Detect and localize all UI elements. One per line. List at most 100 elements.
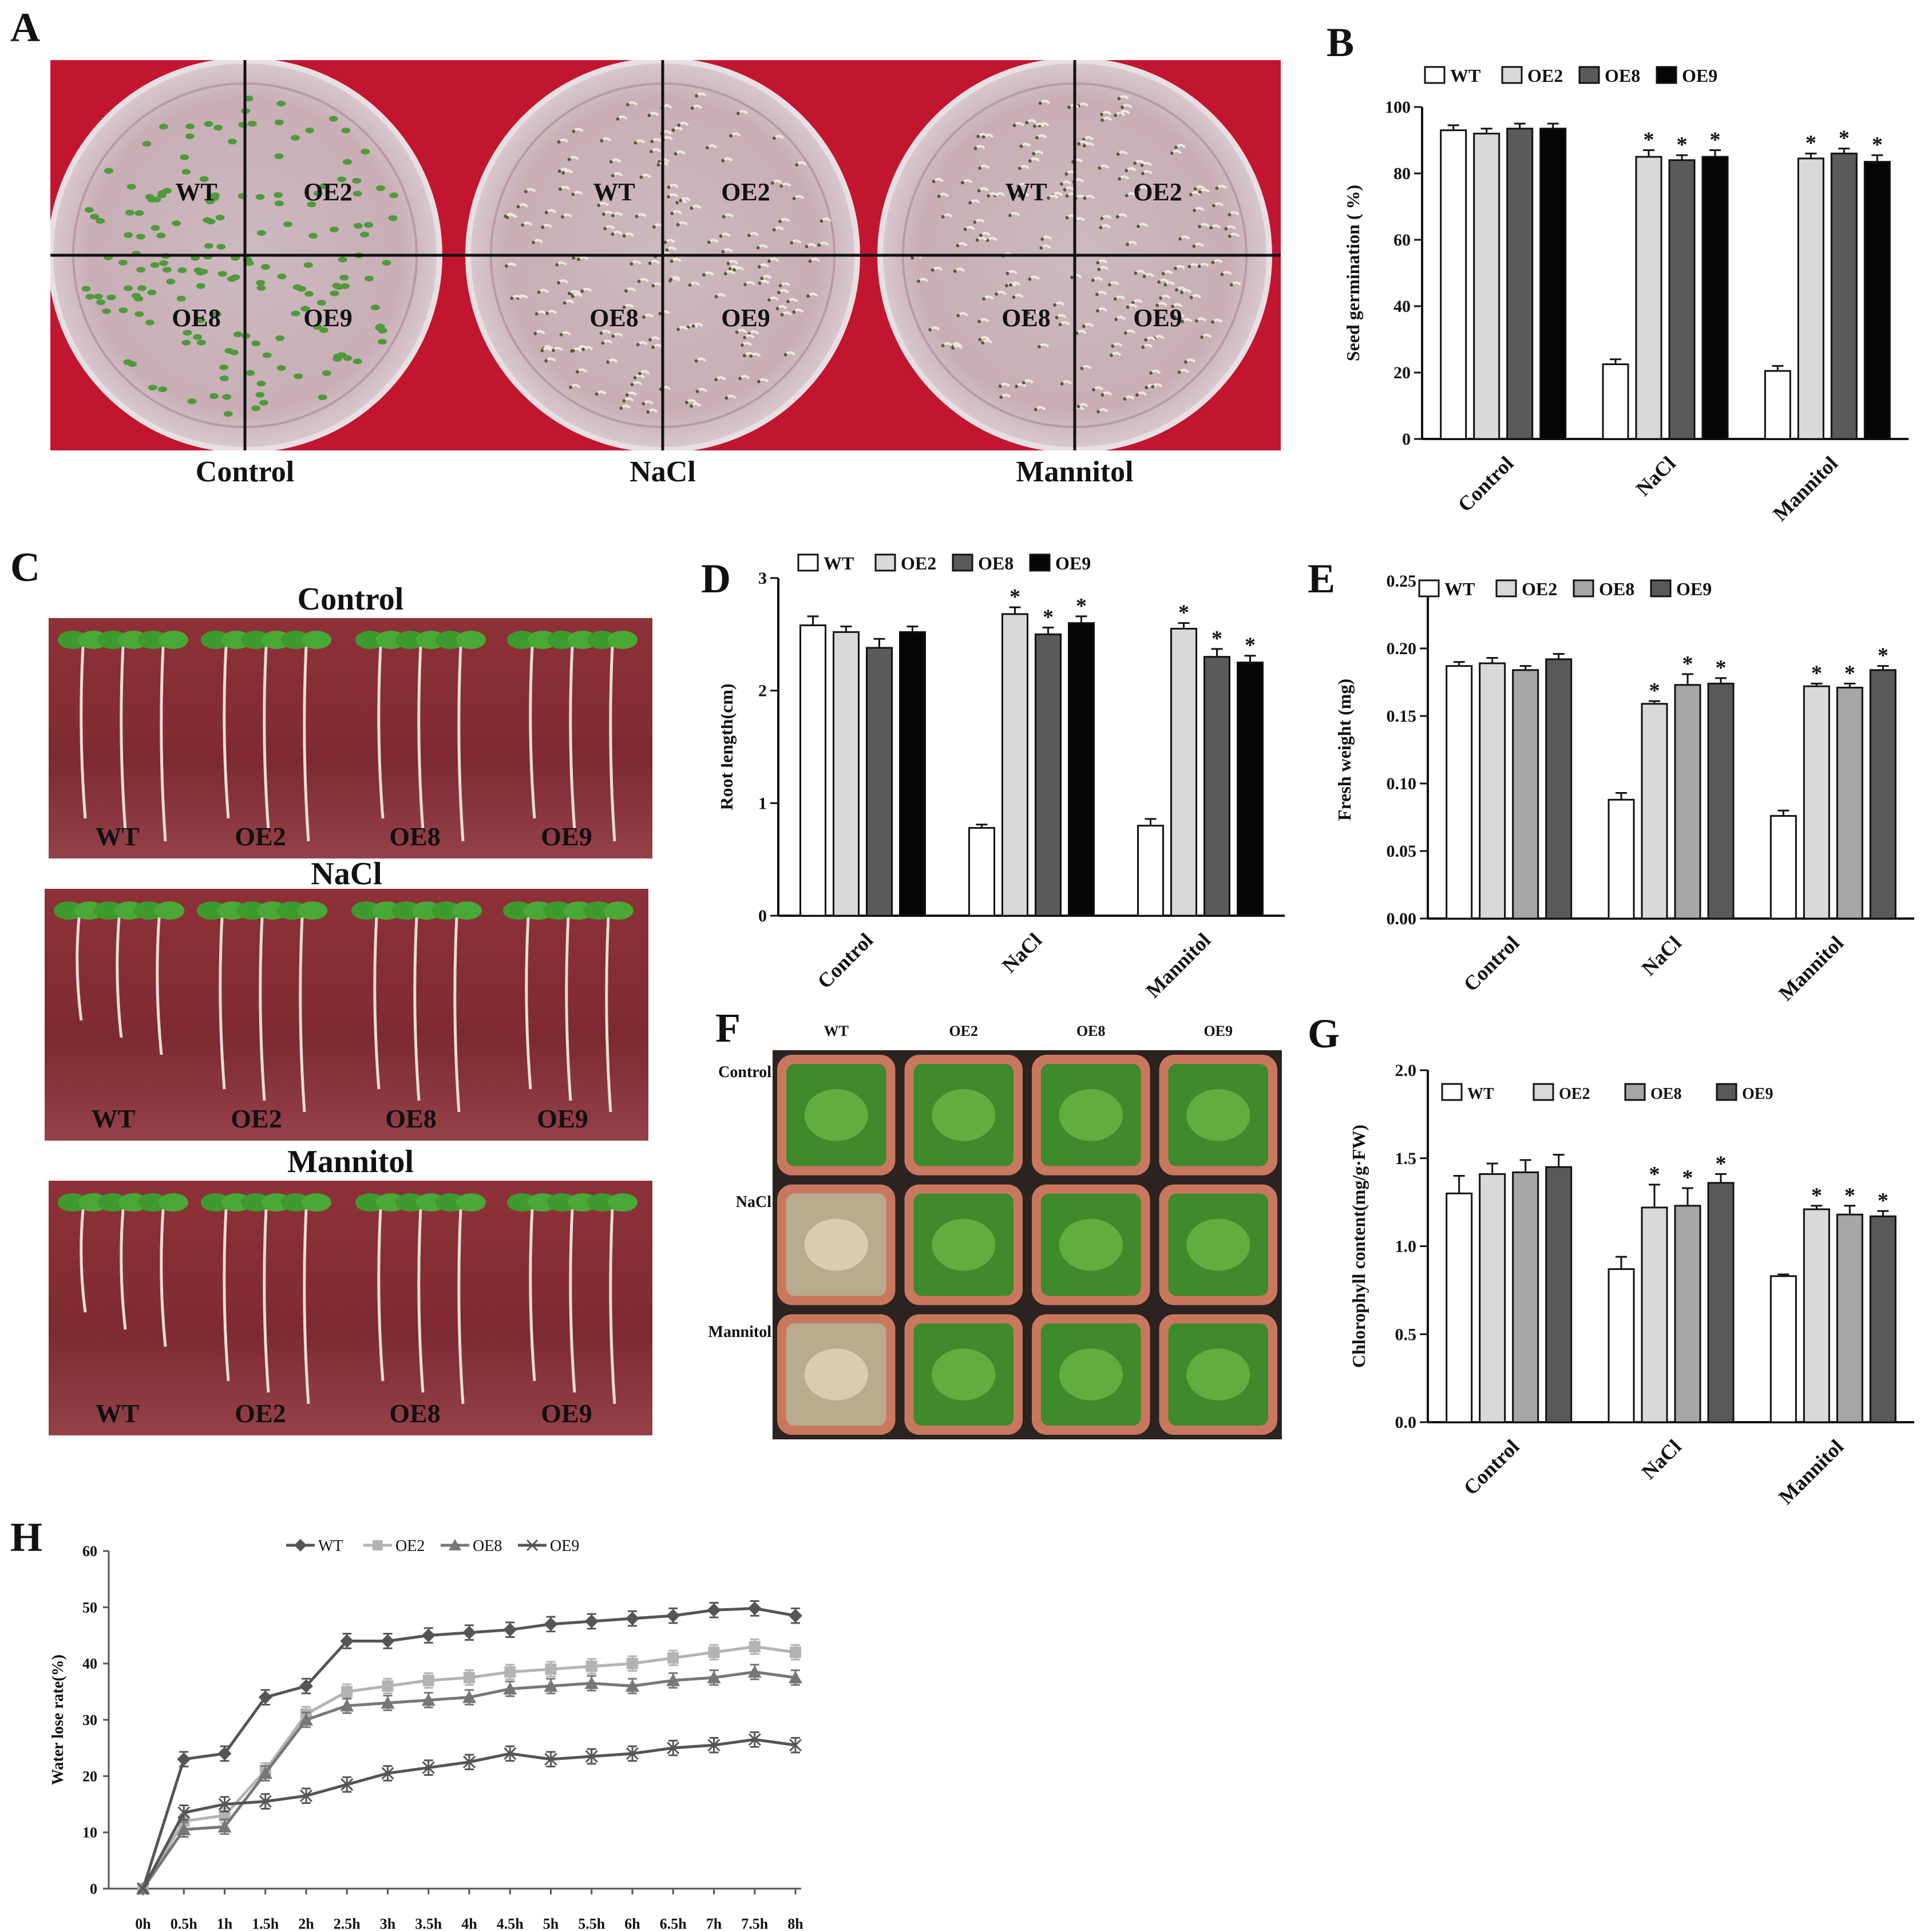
seed-coat <box>1197 264 1201 268</box>
seed-coat <box>1114 317 1118 321</box>
seed-coat <box>688 283 692 287</box>
seed-coat <box>537 290 541 294</box>
strip-line-label: OE8 <box>389 822 441 851</box>
seed-coat <box>524 189 528 193</box>
pot-column-label: WT <box>824 1023 849 1039</box>
data-point <box>381 1634 395 1648</box>
seed-coat <box>695 94 699 98</box>
seedling-dot <box>353 358 362 365</box>
seed-coat <box>595 392 599 396</box>
seedling-root <box>299 917 306 1113</box>
seedling-leaf <box>547 631 577 649</box>
seed-coat <box>1229 283 1233 287</box>
seed-coat <box>973 220 977 224</box>
seed-coat <box>1008 213 1012 217</box>
seedling-dot <box>388 215 398 221</box>
y-tick-label: 10 <box>82 1825 97 1841</box>
seed-coat <box>1065 194 1069 198</box>
seedling-root <box>565 917 572 1101</box>
seedling-dot <box>244 96 254 102</box>
seed-coat <box>982 297 986 301</box>
x-category-label: Control <box>1459 931 1524 996</box>
y-tick-label: 0.00 <box>1387 909 1417 928</box>
seed-coat <box>981 341 985 345</box>
y-tick-label: 60 <box>1393 231 1411 250</box>
seed-coat <box>917 279 921 283</box>
seed-coat <box>721 250 725 254</box>
legend-swatch <box>797 553 819 572</box>
bar-oe8 <box>1512 669 1539 920</box>
seedling-dot <box>322 370 331 376</box>
seedling-root <box>609 646 616 842</box>
seedling-dot <box>196 339 206 346</box>
seed-coat <box>1058 323 1062 327</box>
bar-oe9 <box>1701 156 1729 440</box>
bar-wt <box>1608 1268 1635 1423</box>
legend-label: OE2 <box>901 553 936 573</box>
seedling-dot <box>159 124 169 130</box>
seedling-root <box>605 917 612 1113</box>
significance-star: * <box>1716 1152 1727 1176</box>
legend-marker <box>294 1539 307 1552</box>
x-category-label: NaCl <box>997 928 1046 977</box>
seedling-dot <box>195 270 205 276</box>
seed-coat <box>637 279 641 283</box>
chart-h-water-loss: 0 10 20 30 40 50 60 0h 0.5h 1h 1.5h 2h 2.5h 3h 3.5h 4h 4… <box>49 1537 803 1931</box>
seed-coat <box>790 241 794 245</box>
data-point <box>585 1660 597 1672</box>
seed-coat <box>1193 208 1197 212</box>
seed-coat <box>652 225 656 229</box>
seed-coat <box>1123 331 1127 335</box>
seed-coat <box>1113 297 1117 301</box>
seedling-dot <box>204 243 213 249</box>
seed-coat <box>757 379 761 383</box>
bar-wt <box>1137 825 1164 917</box>
seed-coat <box>963 227 967 231</box>
data-point <box>177 1752 191 1766</box>
seed-coat <box>1115 215 1119 219</box>
bar-oe8 <box>1506 128 1534 440</box>
seedling-dot <box>307 201 316 208</box>
y-tick-label: 20 <box>1393 363 1411 382</box>
data-point <box>503 1623 517 1637</box>
plate-quadrant-label: WT <box>1005 178 1047 206</box>
seed-coat <box>1092 387 1096 391</box>
seed-coat <box>780 312 784 316</box>
bar-oe9 <box>1707 1182 1735 1423</box>
seedling-dot <box>313 191 323 197</box>
bar-oe8 <box>1203 656 1230 917</box>
seedling-leaf <box>351 901 381 920</box>
seed-coat <box>603 227 607 231</box>
seed-coat <box>722 215 726 219</box>
seed-coat <box>622 399 626 403</box>
bar-wt <box>799 624 826 917</box>
y-tick-label: 30 <box>82 1712 97 1728</box>
x-tick-label: 7h <box>706 1916 722 1931</box>
seed-coat <box>779 184 783 188</box>
seedling-root <box>156 917 163 1055</box>
bar-oe9 <box>1545 658 1573 920</box>
x-tick-label: 1.5h <box>252 1916 279 1931</box>
seedling-strip-photo <box>49 1181 652 1435</box>
seed-coat <box>557 140 561 144</box>
data-point <box>217 1747 232 1760</box>
significance-star: * <box>1844 661 1855 685</box>
seed-coat <box>557 169 561 173</box>
data-point <box>585 1750 598 1763</box>
significance-star: * <box>1811 1184 1822 1208</box>
x-tick-label: 4.5h <box>497 1916 524 1931</box>
seed-coat <box>616 117 620 121</box>
seedling-dot <box>382 260 391 266</box>
seedling-strip-photo <box>49 618 652 858</box>
pot-column-label: OE2 <box>949 1023 979 1039</box>
data-point <box>544 1679 558 1692</box>
seed-coat <box>1065 216 1069 220</box>
seed-coat <box>665 248 669 252</box>
strip-line-label: WT <box>95 1399 140 1428</box>
legend-swatch <box>1029 553 1051 572</box>
seedling-root <box>303 1209 310 1404</box>
seedling-dot <box>136 267 146 273</box>
data-point <box>789 1671 802 1684</box>
seedling-dot <box>216 244 226 250</box>
seed-coat <box>1215 186 1219 190</box>
